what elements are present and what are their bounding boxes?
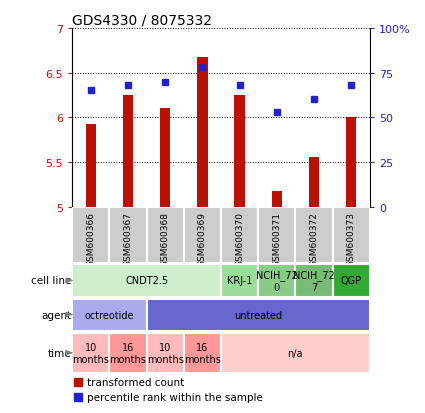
Text: GSM600366: GSM600366 [86, 211, 95, 266]
Text: KRJ-1: KRJ-1 [227, 276, 252, 286]
Bar [221, 207, 258, 264]
Text: 10
months: 10 months [147, 342, 184, 364]
Bar [221, 265, 258, 297]
Bar [72, 265, 221, 297]
Text: CNDT2.5: CNDT2.5 [125, 276, 168, 286]
Bar [72, 333, 109, 373]
Text: GSM600368: GSM600368 [161, 211, 170, 266]
Text: agent: agent [41, 310, 71, 320]
Bar [85, 125, 96, 207]
Text: cell line: cell line [31, 276, 71, 286]
Bar [295, 207, 332, 264]
Text: GSM600372: GSM600372 [309, 211, 318, 266]
Text: transformed count: transformed count [87, 377, 184, 387]
Bar [221, 333, 370, 373]
Bar [147, 299, 370, 331]
Text: GSM600371: GSM600371 [272, 211, 281, 266]
Text: time: time [48, 348, 71, 358]
Bar [332, 207, 370, 264]
Text: percentile rank within the sample: percentile rank within the sample [87, 392, 263, 402]
Bar [346, 118, 356, 207]
Bar [258, 265, 295, 297]
Bar [197, 58, 207, 207]
Bar [123, 96, 133, 207]
Text: 10
months: 10 months [72, 342, 109, 364]
Text: NCIH_72
0: NCIH_72 0 [256, 270, 298, 292]
Bar [309, 158, 319, 207]
Text: GDS4330 / 8075332: GDS4330 / 8075332 [72, 14, 212, 28]
Text: 16
months: 16 months [184, 342, 221, 364]
Bar [72, 299, 147, 331]
Bar [184, 207, 221, 264]
Text: octreotide: octreotide [85, 310, 134, 320]
Text: GSM600369: GSM600369 [198, 211, 207, 266]
Bar [234, 96, 245, 207]
Text: GSM600373: GSM600373 [347, 211, 356, 266]
Bar [72, 207, 109, 264]
Bar [109, 207, 147, 264]
Bar [332, 265, 370, 297]
Text: NCIH_72
7: NCIH_72 7 [293, 270, 335, 292]
Bar [109, 333, 147, 373]
Text: GSM600370: GSM600370 [235, 211, 244, 266]
Text: 16
months: 16 months [110, 342, 147, 364]
Bar [147, 333, 184, 373]
Bar [258, 207, 295, 264]
Bar [184, 333, 221, 373]
Bar [160, 109, 170, 207]
Text: GSM600367: GSM600367 [124, 211, 133, 266]
Bar [147, 207, 184, 264]
Text: untreated: untreated [234, 310, 282, 320]
Text: n/a: n/a [288, 348, 303, 358]
Text: QGP: QGP [340, 276, 362, 286]
Bar [295, 265, 332, 297]
Bar [272, 192, 282, 207]
